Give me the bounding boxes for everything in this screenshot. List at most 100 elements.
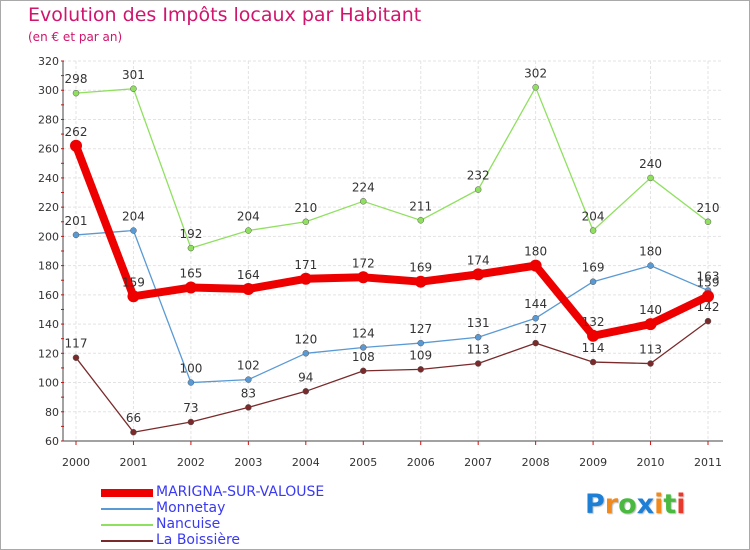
data-point-monnetay xyxy=(187,379,195,386)
data-point-monnetay xyxy=(474,333,482,341)
y-tick-label: 260 xyxy=(38,143,59,156)
data-point-monnetay xyxy=(360,344,367,351)
x-tick-label: 2002 xyxy=(177,456,205,469)
data-label-marigna-sur-valouse: 169 xyxy=(409,261,432,275)
legend-label: La Boissière xyxy=(156,532,241,548)
data-point-nancuise xyxy=(704,218,712,226)
data-label-nancuise: 224 xyxy=(352,180,375,194)
data-point-marigna-sur-valouse xyxy=(127,290,140,303)
x-tick-label: 2008 xyxy=(522,456,550,469)
data-point-monnetay xyxy=(647,262,654,269)
data-label-marigna-sur-valouse: 171 xyxy=(294,258,317,272)
data-label-monnetay: 124 xyxy=(352,326,375,340)
data-label-nancuise: 301 xyxy=(122,68,145,82)
y-tick-label: 120 xyxy=(38,347,59,360)
chart-title: Evolution des Impôts locaux par Habitant xyxy=(28,4,422,26)
data-label-marigna-sur-valouse: 180 xyxy=(524,245,547,259)
data-point-nancuise xyxy=(474,186,482,193)
data-label-nancuise: 204 xyxy=(237,210,260,224)
data-point-marigna-sur-valouse xyxy=(242,283,255,295)
data-point-la-boissi-re xyxy=(647,360,654,367)
y-tick-label: 80 xyxy=(45,406,59,419)
data-point-nancuise xyxy=(360,198,367,205)
data-label-marigna-sur-valouse: 140 xyxy=(639,303,662,317)
data-label-la-boissi-re: 117 xyxy=(65,337,88,351)
y-tick-label: 220 xyxy=(38,201,59,214)
y-tick-label: 280 xyxy=(38,113,59,126)
y-tick-label: 240 xyxy=(38,172,59,185)
y-tick-label: 140 xyxy=(38,318,59,331)
data-label-marigna-sur-valouse: 262 xyxy=(65,125,88,139)
x-tick-label: 2007 xyxy=(464,456,492,469)
data-label-monnetay: 144 xyxy=(524,297,547,311)
data-point-nancuise xyxy=(589,227,597,234)
data-point-marigna-sur-valouse xyxy=(414,275,427,288)
data-point-la-boissi-re xyxy=(360,367,367,375)
x-tick-label: 2004 xyxy=(292,456,320,469)
data-label-la-boissi-re: 73 xyxy=(183,401,198,415)
data-point-la-boissi-re xyxy=(130,428,137,436)
plot-area xyxy=(63,61,723,441)
data-point-la-boissi-re xyxy=(302,388,310,395)
y-tick-label: 300 xyxy=(38,84,59,97)
data-point-marigna-sur-valouse xyxy=(357,271,370,284)
data-point-la-boissi-re xyxy=(589,358,597,366)
data-label-marigna-sur-valouse: 164 xyxy=(237,268,260,282)
data-label-nancuise: 240 xyxy=(639,157,662,171)
data-point-marigna-sur-valouse xyxy=(587,329,600,342)
x-tick-label: 2006 xyxy=(407,456,435,469)
data-point-nancuise xyxy=(532,84,539,91)
data-label-monnetay: 180 xyxy=(639,245,662,259)
data-label-marigna-sur-valouse: 159 xyxy=(697,275,720,289)
data-point-marigna-sur-valouse xyxy=(644,318,657,331)
logo-letter: i xyxy=(676,489,686,520)
data-label-marigna-sur-valouse: 165 xyxy=(179,267,202,281)
data-point-la-boissi-re xyxy=(417,366,424,373)
legend-label: Nancuise xyxy=(156,516,221,532)
data-point-monnetay xyxy=(130,227,137,234)
data-point-nancuise xyxy=(647,174,654,182)
legend-swatch xyxy=(101,508,153,510)
legend-swatch xyxy=(101,524,153,526)
data-label-nancuise: 192 xyxy=(179,227,202,241)
data-point-monnetay xyxy=(302,350,310,357)
data-point-nancuise xyxy=(72,89,80,97)
data-point-la-boissi-re xyxy=(245,404,252,411)
x-tick-label: 2009 xyxy=(579,456,607,469)
chart-subtitle: (en € et par an) xyxy=(28,30,123,44)
y-tick-label: 60 xyxy=(45,435,59,448)
data-label-monnetay: 201 xyxy=(65,214,88,228)
logo-letter: r xyxy=(604,489,619,520)
data-point-marigna-sur-valouse xyxy=(70,139,82,152)
data-label-nancuise: 302 xyxy=(524,66,547,80)
logo-letter: o xyxy=(618,489,637,520)
series-line-monnetay xyxy=(75,229,709,384)
logo-letter: t xyxy=(663,489,677,520)
data-label-monnetay: 169 xyxy=(582,261,605,275)
y-tick-label: 180 xyxy=(38,260,59,273)
series-line-nancuise xyxy=(75,86,709,249)
data-label-monnetay: 131 xyxy=(467,316,490,330)
data-label-nancuise: 211 xyxy=(409,199,432,213)
data-point-monnetay xyxy=(245,376,252,383)
data-label-la-boissi-re: 83 xyxy=(241,386,256,400)
logo-letter: i xyxy=(654,489,664,520)
y-tick-label: 160 xyxy=(38,289,59,302)
data-point-monnetay xyxy=(417,339,424,347)
data-point-la-boissi-re xyxy=(72,354,80,361)
data-label-la-boissi-re: 94 xyxy=(298,370,313,384)
data-label-monnetay: 100 xyxy=(179,362,202,376)
series-line-marigna-sur-valouse xyxy=(72,141,712,340)
y-tick-label: 100 xyxy=(38,377,59,390)
data-label-la-boissi-re: 113 xyxy=(467,343,490,357)
x-tick-label: 2010 xyxy=(637,456,665,469)
data-label-monnetay: 120 xyxy=(294,332,317,346)
data-point-monnetay xyxy=(589,278,597,285)
proxiti-logo: Proxiti xyxy=(585,489,686,520)
data-label-la-boissi-re: 142 xyxy=(697,300,720,314)
data-label-nancuise: 298 xyxy=(65,72,88,86)
legend-swatch xyxy=(101,540,153,542)
data-point-monnetay xyxy=(72,231,80,239)
y-tick-label: 320 xyxy=(38,55,59,68)
